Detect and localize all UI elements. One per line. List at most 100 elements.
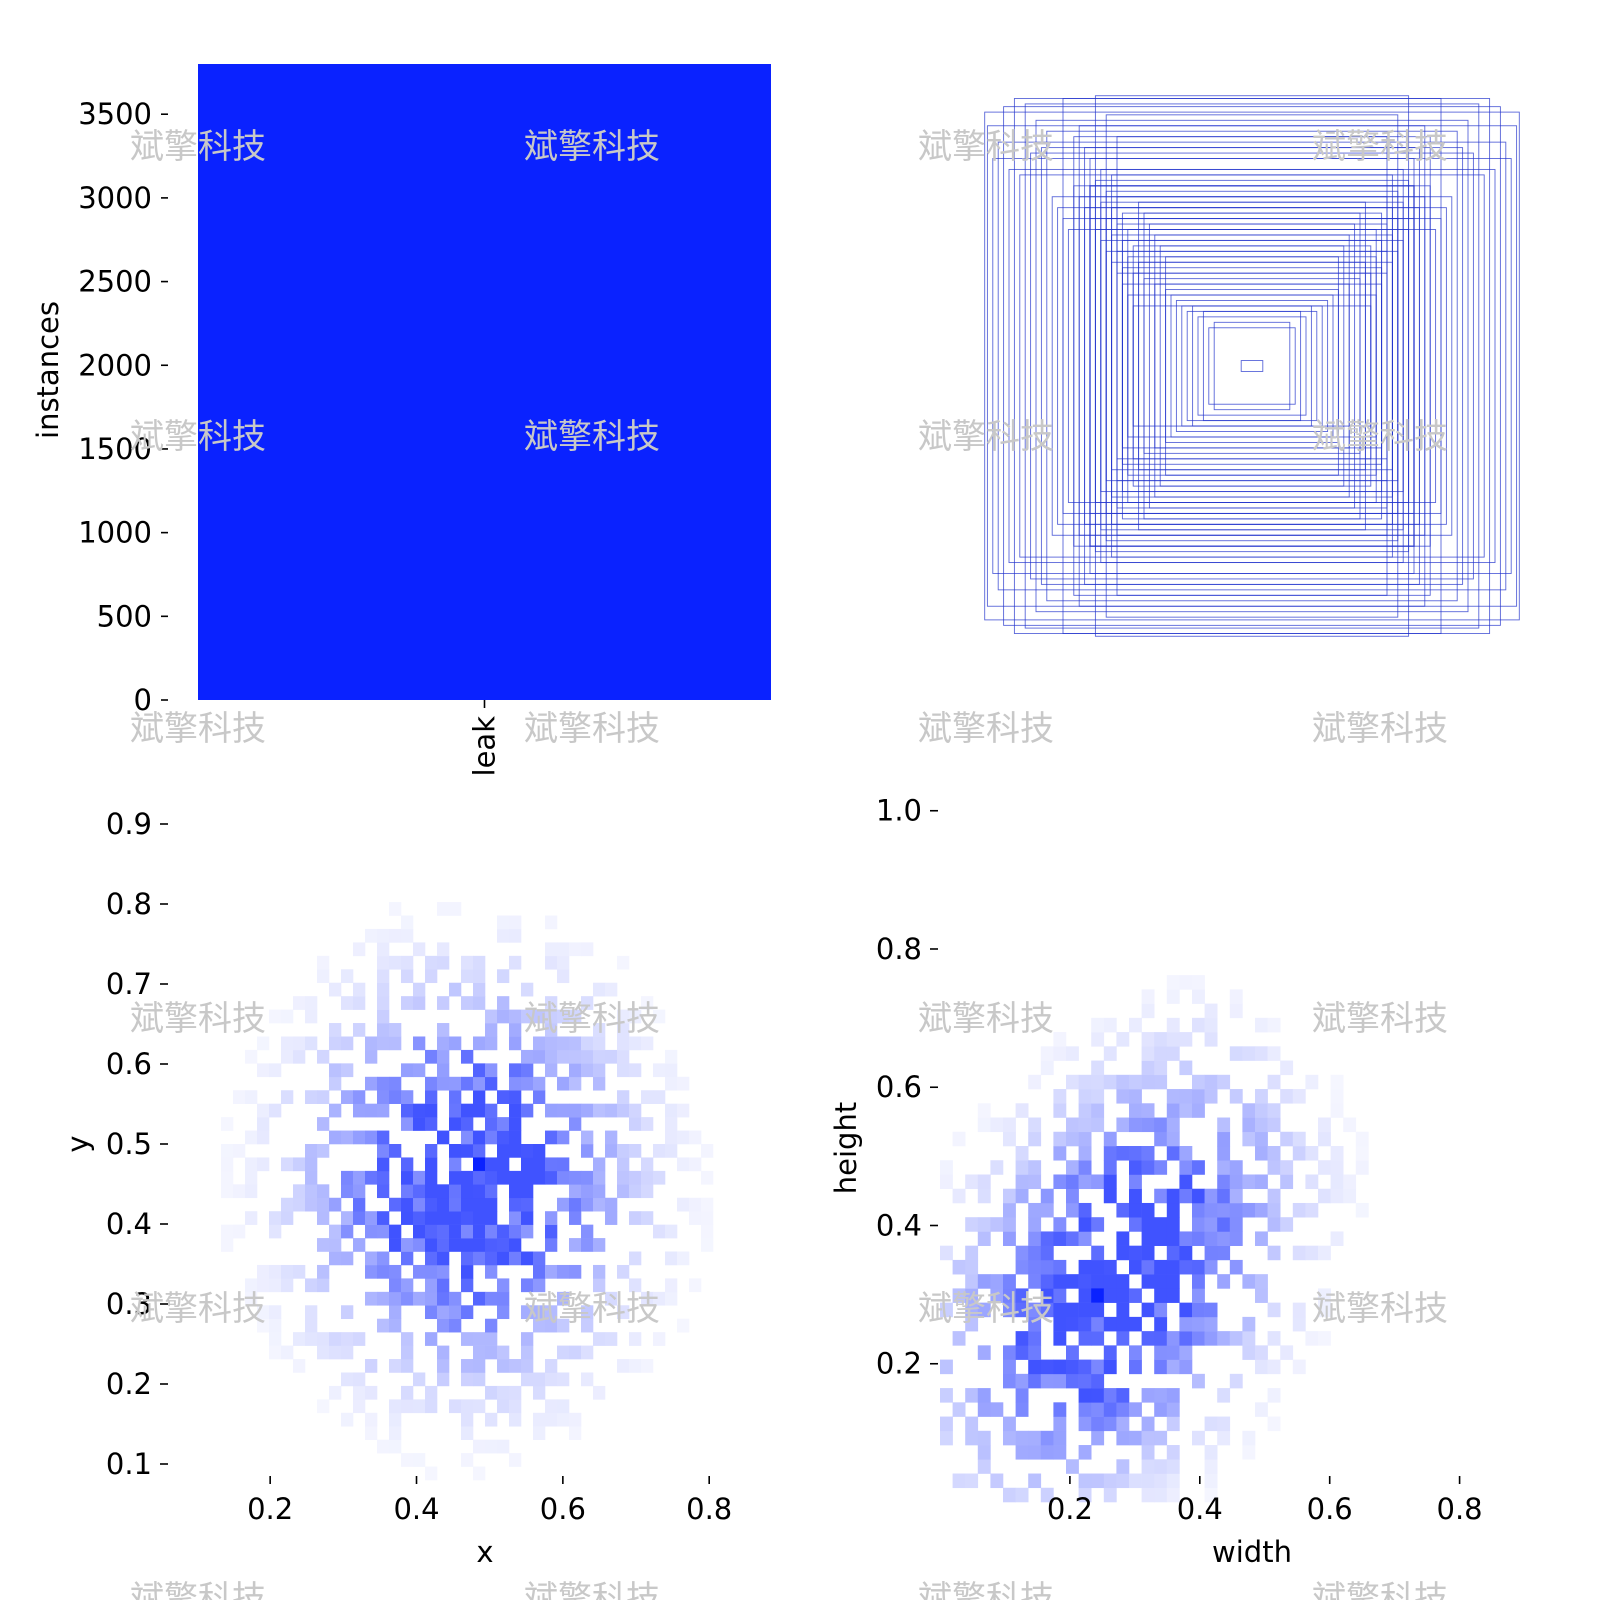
heatmap-cell bbox=[689, 1197, 702, 1212]
heatmap-cell bbox=[1091, 1245, 1105, 1261]
heatmap-cell bbox=[617, 1090, 630, 1104]
heatmap-cell bbox=[1141, 1430, 1155, 1446]
heatmap-cell bbox=[1003, 1487, 1016, 1503]
heatmap-cell bbox=[557, 1197, 570, 1212]
heatmap-cell bbox=[1141, 1245, 1155, 1261]
heatmap-cell bbox=[965, 1473, 979, 1489]
heatmap-cell bbox=[437, 1305, 450, 1320]
heatmap-cell bbox=[485, 1291, 498, 1306]
heatmap-cell bbox=[317, 1144, 330, 1158]
heatmap-cell bbox=[605, 1144, 618, 1158]
heatmap-cell bbox=[1154, 1487, 1168, 1503]
heatmap-cell bbox=[1217, 1245, 1231, 1261]
heatmap-cell bbox=[1103, 1046, 1117, 1061]
heatmap-cell bbox=[1229, 1231, 1243, 1246]
heatmap-cell bbox=[425, 1197, 438, 1212]
heatmap-cell bbox=[437, 955, 450, 970]
heatmap-cell bbox=[653, 1170, 666, 1185]
heatmap-cell bbox=[1166, 1017, 1180, 1033]
heatmap-cell bbox=[281, 1197, 294, 1212]
heatmap-cell bbox=[533, 1264, 546, 1279]
heatmap-cell bbox=[1129, 1188, 1142, 1204]
heatmap-cell bbox=[1318, 1331, 1331, 1346]
heatmap-cell bbox=[605, 1291, 618, 1306]
heatmap-cell bbox=[1103, 1160, 1117, 1175]
heatmap-cell bbox=[281, 1036, 294, 1051]
heatmap-cell bbox=[1141, 1473, 1155, 1489]
heatmap-cell bbox=[1003, 1131, 1016, 1147]
heatmap-cell bbox=[1053, 1288, 1067, 1303]
heatmap-cell bbox=[341, 1332, 354, 1346]
heatmap-cell bbox=[317, 1238, 330, 1252]
heatmap-cell bbox=[365, 1049, 378, 1064]
heatmap-cell bbox=[1116, 1245, 1130, 1261]
heatmap-cell bbox=[521, 1211, 534, 1225]
heatmap-cell bbox=[581, 1170, 594, 1185]
heatmap-cell bbox=[1091, 1259, 1105, 1275]
heatmap-cell bbox=[1003, 1217, 1016, 1232]
heatmap-cell bbox=[521, 1278, 534, 1293]
heatmap-cell bbox=[389, 1305, 402, 1320]
heatmap-cell bbox=[305, 1184, 318, 1199]
heatmap-cell bbox=[461, 1399, 474, 1414]
heatmap-cell bbox=[1192, 1074, 1205, 1090]
heatmap-cell bbox=[1053, 1231, 1067, 1246]
heatmap-cell bbox=[1166, 1231, 1180, 1246]
x-axis-label: x bbox=[476, 1535, 493, 1569]
heatmap-cell bbox=[1217, 1074, 1231, 1090]
heatmap-cell bbox=[1166, 1131, 1180, 1147]
heatmap-cell bbox=[377, 969, 390, 984]
bounding-boxes-overlay bbox=[984, 95, 1520, 637]
heatmap-cell bbox=[413, 1036, 426, 1051]
heatmap-cell bbox=[413, 1453, 426, 1467]
heatmap-cell bbox=[473, 1224, 486, 1239]
heatmap-cell bbox=[1318, 1188, 1331, 1204]
heatmap-cell bbox=[665, 1076, 678, 1091]
heatmap-cell bbox=[365, 1426, 378, 1440]
heatmap-cell bbox=[1028, 1259, 1042, 1275]
heatmap-cell bbox=[365, 1130, 378, 1145]
heatmap-cell bbox=[1015, 1188, 1029, 1204]
y-axis-label: y bbox=[61, 1135, 95, 1152]
heatmap-cell bbox=[1053, 1316, 1067, 1332]
heatmap-cell bbox=[1141, 1003, 1155, 1019]
heatmap-cell bbox=[1267, 1388, 1281, 1403]
heatmap-cell bbox=[581, 996, 594, 1010]
heatmap-cell bbox=[401, 1385, 414, 1400]
heatmap-cell bbox=[1066, 1160, 1079, 1175]
heatmap-cell bbox=[401, 915, 414, 930]
heatmap-cell bbox=[389, 1224, 402, 1239]
heatmap-cell bbox=[461, 1264, 474, 1279]
heatmap-cell bbox=[593, 1036, 606, 1051]
box-outline bbox=[1051, 196, 1453, 536]
heatmap-cell bbox=[617, 1049, 630, 1064]
heatmap-cell bbox=[485, 1076, 498, 1091]
heatmap-cell bbox=[1217, 1388, 1231, 1403]
heatmap-cell bbox=[1141, 1060, 1155, 1076]
heatmap-cell bbox=[1116, 1274, 1130, 1289]
box-outline bbox=[1024, 103, 1480, 629]
heatmap-cell bbox=[509, 1238, 522, 1252]
heatmap-cell bbox=[1267, 1359, 1281, 1375]
heatmap-cell bbox=[569, 942, 582, 957]
heatmap-cell bbox=[1129, 1103, 1142, 1118]
heatmap-cell bbox=[401, 928, 414, 943]
heatmap-cell bbox=[557, 1157, 570, 1172]
heatmap-cell bbox=[701, 1170, 714, 1185]
heatmap-cell bbox=[341, 1251, 354, 1266]
heatmap-cell bbox=[497, 969, 510, 984]
heatmap-cell bbox=[1103, 1359, 1117, 1375]
heatmap-cell bbox=[1129, 1288, 1142, 1303]
heatmap-cell bbox=[1255, 1117, 1268, 1133]
watermark-text: 斌擎科技 bbox=[524, 127, 660, 167]
heatmap-cell bbox=[497, 1144, 510, 1158]
heatmap-cell bbox=[581, 942, 594, 957]
heatmap-cell bbox=[1003, 1202, 1016, 1218]
heatmap-cell bbox=[569, 1103, 582, 1118]
heatmap-cell bbox=[1267, 1017, 1281, 1033]
heatmap-cell bbox=[1028, 1174, 1042, 1190]
heatmap-cell bbox=[641, 1359, 654, 1373]
heatmap-cell bbox=[521, 1103, 534, 1118]
heatmap-cell bbox=[377, 1170, 390, 1185]
